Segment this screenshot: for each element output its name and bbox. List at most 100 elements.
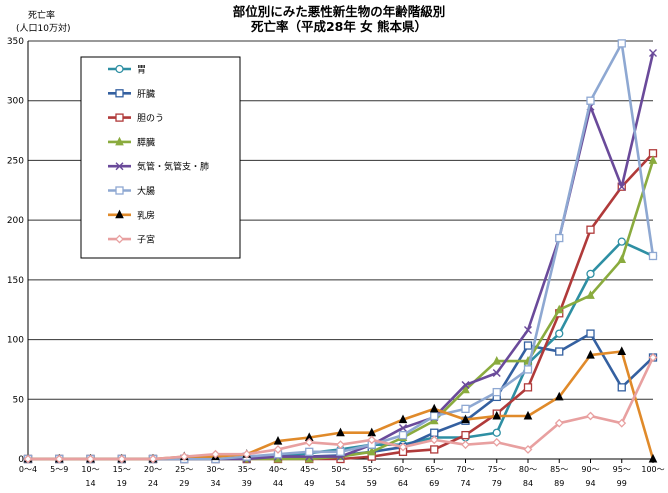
series-1-point-17 <box>555 347 564 356</box>
x-tick-sublabel-12: 64 <box>398 479 408 488</box>
series-3-point-11 <box>367 446 377 456</box>
x-tick-label-15: 75〜 <box>488 465 506 474</box>
legend-label-3: 膵臓 <box>137 137 155 148</box>
series-6-point-16 <box>523 410 533 420</box>
legend-marker-2 <box>115 113 124 122</box>
y-tick-label-50: 50 <box>13 395 25 405</box>
series-2-point-14 <box>461 430 470 440</box>
y-axis-label-line1: 死亡率 <box>28 9 55 21</box>
series-2-point-16 <box>523 383 533 392</box>
x-tick-label-14: 70〜 <box>456 465 474 474</box>
x-tick-sublabel-17: 89 <box>554 479 564 488</box>
x-tick-label-6: 30〜 <box>206 465 224 474</box>
x-tick-sublabel-19: 99 <box>617 479 627 488</box>
series-5-point-14 <box>461 404 470 413</box>
series-1-point-18 <box>586 329 595 338</box>
y-axis-label-line2: (人口10万対) <box>16 22 70 34</box>
series-7-point-4 <box>148 454 158 464</box>
x-tick-sublabel-15: 79 <box>492 479 502 488</box>
series-3-point-18 <box>586 290 595 299</box>
x-tick-sublabel-5: 29 <box>179 479 189 488</box>
series-4-point-15 <box>492 369 501 378</box>
series-3-point-15 <box>492 355 502 365</box>
legend-label-2: 胆のう <box>137 113 164 124</box>
legend-marker-0 <box>115 64 124 74</box>
x-tick-sublabel-6: 34 <box>210 479 220 488</box>
chart-title-line2: 死亡率（平成28年 女 熊本県） <box>250 19 427 34</box>
series-5-point-20 <box>648 251 658 261</box>
series-0-point-18 <box>586 269 595 279</box>
series-4-point-12 <box>399 423 407 432</box>
series-6-point-17 <box>554 391 564 401</box>
series-1-point-16 <box>523 341 533 350</box>
series-7-point-3 <box>117 454 127 464</box>
series-7 <box>23 353 658 464</box>
x-tick-sublabel-2: 14 <box>85 479 95 488</box>
x-tick-sublabel-3: 19 <box>117 479 127 488</box>
series-5-point-9 <box>305 447 314 456</box>
series-6-point-13 <box>429 403 439 413</box>
y-axis-ticks: 0 50 100 150 200 250 300 350 <box>7 37 24 465</box>
x-tick-label-11: 55〜 <box>363 465 381 474</box>
series-7-point-19 <box>617 418 627 428</box>
series-0-point-19 <box>617 237 626 246</box>
series-5-point-18 <box>586 96 595 105</box>
x-tick-sublabel-13: 69 <box>429 479 439 488</box>
legend-marker-4 <box>115 162 124 171</box>
legend-marker-3 <box>115 136 124 146</box>
x-tick-sublabel-9: 49 <box>304 479 314 488</box>
x-tick-label-5: 25〜 <box>175 465 193 474</box>
x-tick-label-13: 65〜 <box>425 465 443 474</box>
x-tick-label-4: 20〜 <box>144 465 162 474</box>
x-tick-sublabel-16: 84 <box>523 479 533 488</box>
series-7-point-10 <box>336 440 345 450</box>
x-tick-label-19: 95〜 <box>613 465 631 474</box>
y-tick-label-300: 300 <box>7 97 24 107</box>
legend-label-0: 胃 <box>137 65 146 76</box>
series-0-point-15 <box>492 428 501 437</box>
series-4-point-16 <box>524 326 532 335</box>
x-tick-label-12: 60〜 <box>394 465 412 474</box>
series-6-point-19 <box>617 346 627 356</box>
legend-marker-6 <box>115 209 124 219</box>
legend-label-7: 子宮 <box>137 234 155 246</box>
y-tick-label-100: 100 <box>7 336 24 346</box>
series-7-point-16 <box>523 445 533 454</box>
x-tick-label-16: 80〜 <box>519 465 537 474</box>
series-6-point-10 <box>336 427 345 437</box>
series-2-point-18 <box>586 225 595 234</box>
series-7-point-2 <box>86 454 95 464</box>
series-7-point-17 <box>554 418 564 428</box>
x-tick-label-17: 85〜 <box>550 465 568 474</box>
legend-marker-5 <box>115 186 124 195</box>
x-tick-label-8: 40〜 <box>269 465 287 474</box>
x-tick-label-3: 15〜 <box>113 465 131 474</box>
series-6-point-18 <box>586 349 595 359</box>
series-7-point-1 <box>54 454 64 464</box>
series-7-point-13 <box>429 435 439 445</box>
series-7-point-11 <box>367 435 377 445</box>
series-6-point-12 <box>398 414 408 424</box>
x-tick-label-9: 45〜 <box>300 465 318 474</box>
series-7-point-0 <box>23 454 33 464</box>
series-5-point-12 <box>398 430 408 440</box>
x-tick-label-18: 90〜 <box>581 465 599 474</box>
chart-title-line1: 部位別にみた悪性新生物の年齢階級別 <box>233 4 446 19</box>
series-0-point-17 <box>555 329 564 338</box>
x-tick-sublabel-4: 24 <box>148 479 158 488</box>
series-5-point-15 <box>492 387 501 397</box>
x-tick-label-2: 10〜 <box>81 465 99 474</box>
y-tick-label-200: 200 <box>7 216 24 226</box>
series-5-point-19 <box>617 39 626 48</box>
series-5-point-13 <box>430 411 439 421</box>
series-7-point-14 <box>461 440 470 450</box>
x-axis-ticks: 0〜4 5〜9 10〜 14 15〜 19 20〜 24 25〜 29 30〜 34 35〜 39 40〜 4… <box>19 459 665 488</box>
legend-marker-7 <box>115 234 124 244</box>
series-4-point-14 <box>461 380 470 389</box>
series-layer <box>23 39 658 464</box>
x-tick-sublabel-10: 54 <box>335 479 345 488</box>
series-7-point-7 <box>242 449 252 459</box>
series-7-point-9 <box>304 437 314 447</box>
